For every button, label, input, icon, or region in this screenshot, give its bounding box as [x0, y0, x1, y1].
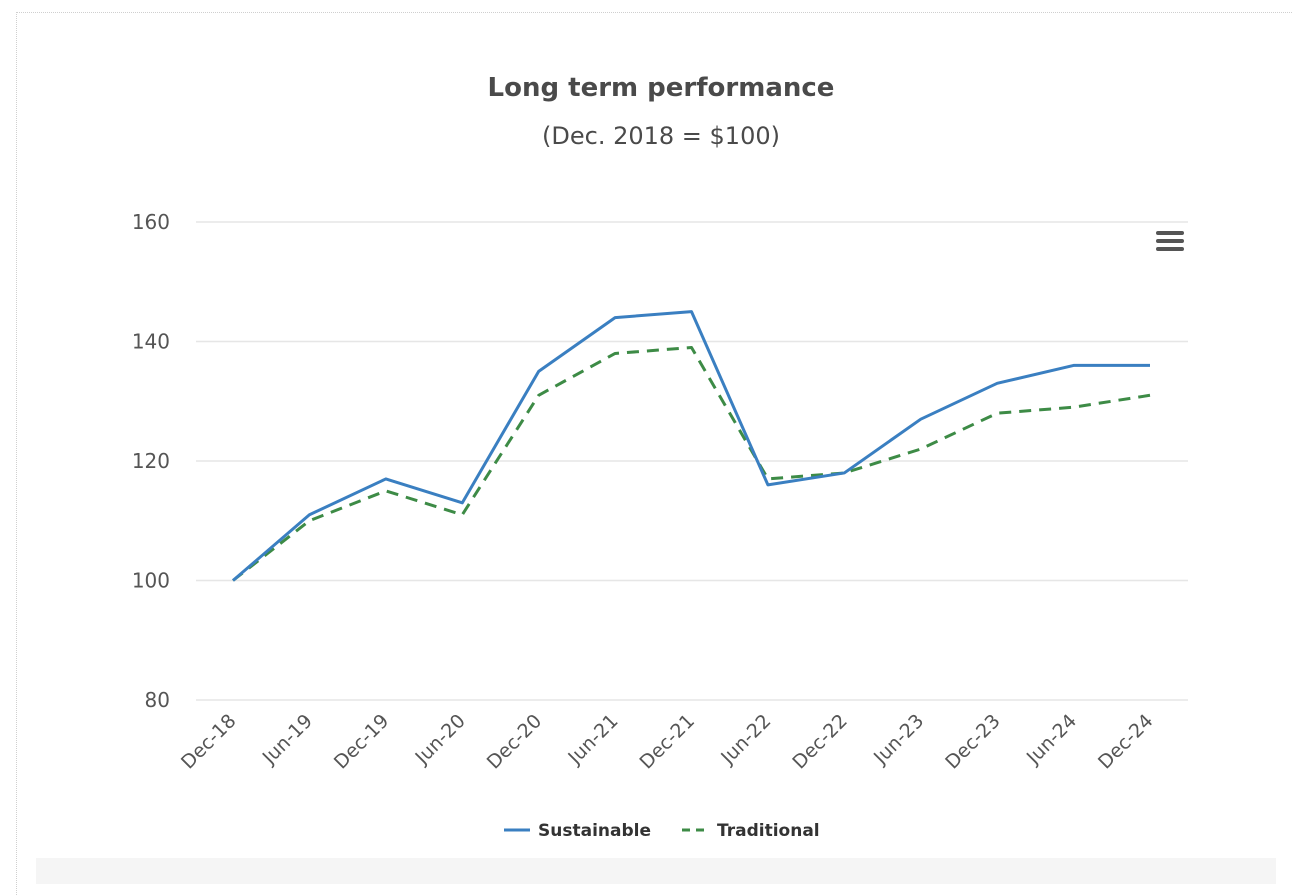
legend-sustainable-label: Sustainable [538, 821, 651, 841]
data-point-sustainable[interactable] [915, 413, 927, 425]
x-tick-label: Dec-19 [330, 710, 394, 774]
data-point-sustainable[interactable] [303, 509, 315, 521]
data-point-traditional[interactable] [456, 509, 468, 521]
x-tick-label: Jun-23 [869, 710, 928, 769]
data-point-sustainable[interactable] [380, 473, 392, 485]
data-point-traditional[interactable] [915, 443, 927, 455]
legend-item-sustainable[interactable]: Sustainable [504, 821, 651, 841]
data-point-sustainable[interactable] [609, 312, 621, 324]
x-tick-label: Dec-24 [1094, 710, 1158, 774]
x-tick-label: Jun-22 [716, 710, 775, 769]
data-point-traditional[interactable] [1068, 401, 1080, 413]
grid-lines [196, 221, 1188, 701]
data-point-sustainable[interactable] [762, 479, 774, 491]
chart-title: Long term performance [488, 73, 835, 103]
x-tick-label: Jun-21 [563, 710, 622, 769]
x-tick-label: Dec-22 [788, 710, 852, 774]
series-line-sustainable [232, 310, 1150, 582]
legend: Sustainable Traditional [504, 821, 820, 841]
legend-item-traditional[interactable]: Traditional [682, 821, 820, 841]
y-tick-label: 160 [132, 210, 170, 234]
footer-band [36, 858, 1276, 884]
x-tick-label: Dec-23 [941, 710, 1005, 774]
data-point-sustainable[interactable] [1144, 359, 1156, 371]
x-tick-label: Dec-20 [483, 710, 547, 774]
chart-frame [16, 12, 1292, 895]
data-point-traditional[interactable] [609, 347, 621, 359]
data-point-traditional[interactable] [533, 389, 545, 401]
data-point-traditional[interactable] [991, 407, 1003, 419]
data-point-sustainable[interactable] [533, 365, 545, 377]
x-tick-label: Jun-24 [1022, 710, 1081, 769]
legend-traditional-label: Traditional [717, 821, 820, 841]
y-tick-label: 120 [132, 449, 170, 473]
series-line-traditional [232, 345, 1151, 582]
y-tick-label: 80 [145, 688, 170, 712]
data-point-sustainable[interactable] [227, 575, 239, 587]
data-point-traditional[interactable] [1144, 389, 1156, 401]
y-tick-label: 100 [132, 569, 170, 593]
data-point-traditional[interactable] [380, 485, 392, 497]
chart-menu-button[interactable] [1152, 227, 1188, 257]
data-point-traditional[interactable] [686, 341, 698, 353]
x-tick-label: Jun-20 [411, 710, 470, 769]
x-tick-label: Dec-21 [636, 710, 700, 774]
x-tick-label: Dec-18 [177, 710, 241, 774]
x-tick-label: Jun-19 [258, 710, 317, 769]
data-point-sustainable[interactable] [456, 497, 468, 509]
data-point-sustainable[interactable] [1068, 359, 1080, 371]
data-point-sustainable[interactable] [991, 377, 1003, 389]
y-tick-label: 140 [132, 330, 170, 354]
series-lines [227, 306, 1156, 587]
data-point-sustainable[interactable] [838, 467, 850, 479]
y-axis-ticks: 80 100 120 140 160 [132, 210, 170, 712]
data-point-sustainable[interactable] [686, 306, 698, 318]
hamburger-menu-icon [1156, 231, 1184, 251]
chart-subtitle: (Dec. 2018 = $100) [542, 122, 780, 150]
x-axis-ticks: Dec-18 Jun-19 Dec-19 Jun-20 Dec-20 Jun-21 Dec-… [177, 710, 1158, 774]
